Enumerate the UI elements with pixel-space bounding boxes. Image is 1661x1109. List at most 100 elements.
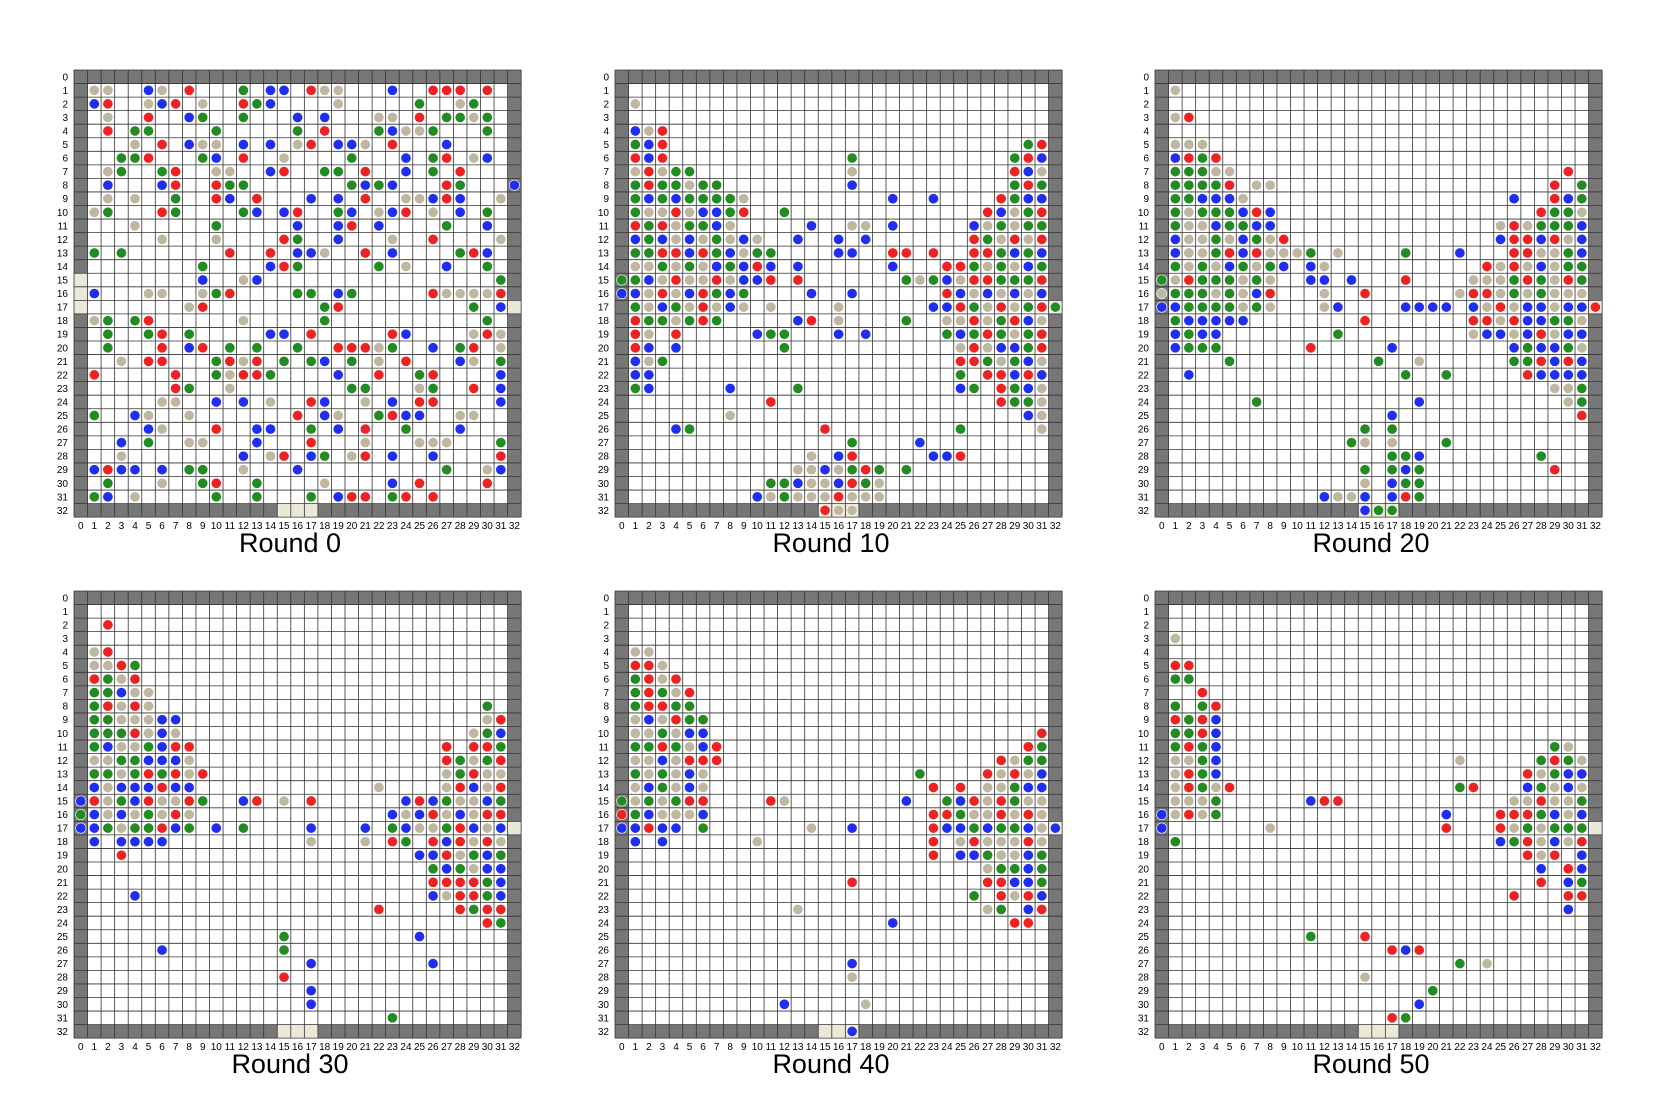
x-tick-label: 13 — [792, 521, 804, 532]
wall-cell — [1439, 1024, 1454, 1039]
wall-cell — [399, 70, 413, 84]
red-agent — [1440, 822, 1452, 834]
wall-cell — [507, 862, 522, 876]
tan-agent — [102, 84, 114, 96]
y-tick-label: 15 — [1138, 276, 1150, 287]
green-agent — [995, 247, 1007, 259]
wall-cell — [1048, 916, 1063, 930]
y-tick-label: 30 — [598, 1000, 610, 1011]
wall-cell — [615, 875, 629, 890]
wall-cell — [1507, 1024, 1521, 1039]
wall-cell — [466, 1024, 481, 1039]
blue-agent — [1022, 261, 1034, 272]
tan-agent — [1237, 288, 1249, 300]
tan-agent — [1036, 822, 1048, 834]
wall-cell — [1155, 902, 1169, 917]
wall-cell — [250, 503, 264, 518]
tan-agent — [643, 125, 655, 137]
red-agent — [332, 342, 344, 354]
wall-cell — [886, 503, 900, 518]
blue-agent — [806, 220, 817, 232]
wall-cell — [1588, 794, 1603, 808]
wall-cell — [1290, 70, 1305, 84]
tan-agent — [495, 233, 507, 245]
blue-agent — [643, 139, 655, 150]
y-tick-label: 3 — [1143, 113, 1149, 124]
wall-cell — [507, 97, 522, 111]
wall-cell — [709, 503, 724, 518]
red-agent — [1036, 206, 1048, 218]
wall-cell — [1155, 83, 1169, 98]
x-tick-label: 25 — [1495, 521, 1507, 532]
blue-agent — [833, 450, 845, 462]
wall-cell — [1453, 1024, 1467, 1039]
green-agent — [1576, 193, 1588, 205]
tan-agent — [629, 727, 641, 739]
tan-agent — [129, 139, 141, 150]
wall-cell — [1048, 929, 1063, 944]
red-agent — [183, 741, 195, 753]
y-tick-label: 12 — [57, 756, 69, 767]
green-agent — [197, 477, 209, 489]
tan-agent — [414, 382, 425, 394]
tan-agent — [1481, 301, 1493, 313]
green-agent — [115, 166, 127, 178]
x-tick-label: 31 — [1576, 521, 1588, 532]
blue-agent — [305, 958, 317, 970]
wall-cell — [953, 591, 968, 605]
wall-cell — [1358, 591, 1372, 605]
green-agent — [102, 768, 114, 780]
red-agent — [1210, 152, 1222, 164]
x-tick-label: 29 — [1009, 521, 1021, 532]
wall-cell — [507, 997, 522, 1012]
x-tick-label: 22 — [1454, 521, 1466, 532]
green-agent — [1036, 261, 1048, 272]
green-agent — [102, 477, 114, 489]
wall-cell — [1249, 503, 1264, 518]
red-agent — [968, 342, 980, 354]
wall-cell — [1155, 591, 1169, 605]
wall-cell — [1048, 232, 1063, 247]
blue-agent — [1036, 782, 1048, 793]
wall-cell — [182, 70, 196, 84]
wall-cell — [1155, 848, 1169, 862]
tan-agent — [697, 261, 709, 272]
x-tick-label: 28 — [455, 521, 467, 532]
wall-cell — [696, 503, 710, 518]
green-agent — [1562, 822, 1574, 834]
green-agent — [1169, 288, 1181, 300]
blue-agent — [629, 288, 641, 300]
blue-agent — [656, 301, 668, 313]
y-tick-label: 5 — [62, 140, 68, 151]
y-tick-label: 5 — [603, 661, 609, 672]
red-agent — [251, 193, 263, 205]
grid-round-0: 0011223344556677889910101111121213131414… — [57, 69, 522, 532]
blue-agent — [427, 890, 439, 902]
wall-cell — [1588, 191, 1603, 206]
tan-agent — [1535, 768, 1547, 780]
wall-cell — [263, 1024, 278, 1039]
wall-cell — [74, 740, 88, 754]
x-tick-label: 24 — [941, 1042, 953, 1053]
red-agent — [643, 822, 655, 834]
blue-agent — [751, 328, 763, 340]
green-agent — [1022, 274, 1034, 286]
wall-cell — [818, 591, 832, 605]
wall-cell — [74, 929, 88, 944]
blue-agent — [129, 410, 141, 421]
red-agent — [102, 619, 114, 631]
wall-cell — [1048, 780, 1063, 795]
x-tick-label: 31 — [1576, 1042, 1588, 1053]
x-tick-label: 13 — [251, 521, 263, 532]
y-tick-label: 7 — [603, 688, 609, 699]
x-tick-label: 23 — [1468, 521, 1480, 532]
green-agent — [441, 111, 453, 123]
blue-agent — [724, 247, 736, 259]
green-agent — [1508, 288, 1520, 300]
wall-cell — [439, 1024, 454, 1039]
red-agent — [1036, 233, 1048, 245]
green-agent — [292, 125, 304, 137]
green-agent — [481, 876, 493, 888]
red-agent — [941, 261, 953, 272]
red-agent — [1036, 301, 1048, 313]
